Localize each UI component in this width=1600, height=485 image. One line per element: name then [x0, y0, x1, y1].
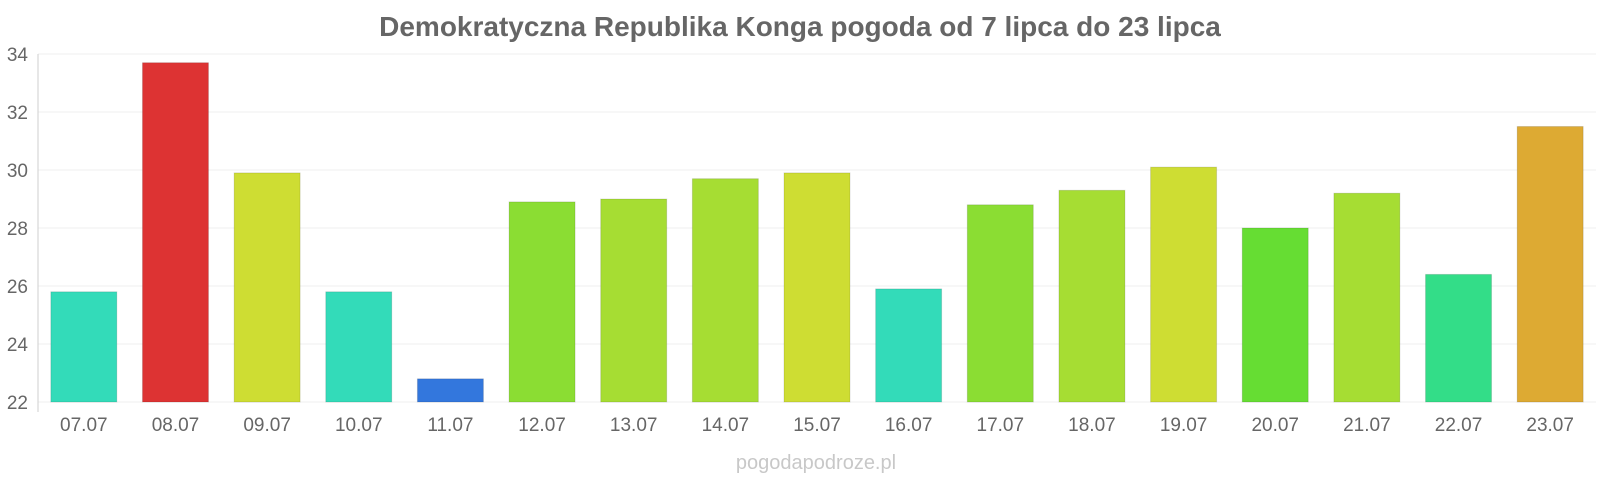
y-tick-label: 34 — [7, 45, 29, 66]
x-tick-label: 15.07 — [793, 415, 841, 436]
x-tick-label: 09.07 — [243, 415, 291, 436]
y-tick-label: 28 — [7, 219, 28, 240]
x-tick-label: 22.07 — [1435, 415, 1483, 436]
watermark: pogodapodroze.pl — [736, 452, 896, 474]
bar-10.07 — [325, 291, 393, 403]
y-tick-label: 30 — [7, 161, 28, 182]
y-tick-label: 26 — [7, 277, 28, 298]
x-tick-label: 08.07 — [152, 415, 200, 436]
bar-21.07 — [1333, 192, 1401, 403]
bar-11.07 — [416, 378, 484, 403]
bar-07.07 — [50, 291, 118, 403]
y-axis-ticks: 22 24 26 28 30 32 34 — [7, 45, 29, 414]
bar-18.07 — [1058, 189, 1126, 403]
x-tick-label: 16.07 — [885, 415, 933, 436]
x-tick-label: 14.07 — [702, 415, 750, 436]
bar-12.07 — [508, 201, 576, 403]
x-tick-label: 17.07 — [977, 415, 1025, 436]
chart-title: Demokratyczna Republika Konga pogoda od … — [379, 11, 1221, 42]
bar-13.07 — [600, 198, 668, 403]
x-tick-label: 23.07 — [1526, 415, 1574, 436]
y-tick-label: 22 — [7, 393, 28, 414]
x-tick-label: 13.07 — [610, 415, 658, 436]
bar-22.07 — [1425, 273, 1493, 403]
x-tick-label: 21.07 — [1343, 415, 1391, 436]
x-tick-label: 19.07 — [1160, 415, 1208, 436]
bar-23.07 — [1516, 126, 1584, 403]
bar-16.07 — [875, 288, 943, 403]
bar-09.07 — [233, 172, 301, 403]
x-tick-label: 18.07 — [1068, 415, 1116, 436]
bar-08.07 — [141, 62, 209, 403]
x-axis-ticks: 07.07 08.07 09.07 10.07 11.07 12.07 13.07 14.07… — [60, 415, 1574, 436]
bar-20.07 — [1241, 227, 1309, 403]
y-tick-label: 24 — [7, 335, 29, 356]
x-tick-label: 11.07 — [427, 415, 473, 436]
x-tick-label: 12.07 — [518, 415, 566, 436]
x-tick-label: 07.07 — [60, 415, 108, 436]
y-tick-label: 32 — [7, 103, 28, 124]
x-tick-label: 20.07 — [1251, 415, 1299, 436]
bar-14.07 — [691, 178, 759, 403]
bar-19.07 — [1150, 166, 1218, 403]
bar-17.07 — [966, 204, 1034, 403]
bar-15.07 — [783, 172, 851, 403]
bars — [50, 62, 1584, 403]
x-tick-label: 10.07 — [335, 415, 383, 436]
